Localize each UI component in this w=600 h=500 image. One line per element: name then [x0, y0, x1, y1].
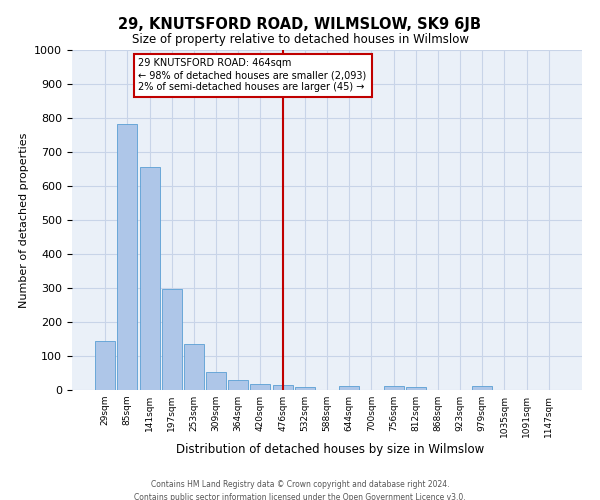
Text: Contains public sector information licensed under the Open Government Licence v3: Contains public sector information licen…	[134, 492, 466, 500]
Bar	[95, 342, 115, 390]
Bar	[184, 344, 204, 390]
Bar	[295, 388, 315, 390]
Text: Size of property relative to detached houses in Wilmslow: Size of property relative to detached ho…	[131, 32, 469, 46]
Bar	[383, 386, 404, 390]
Text: Distribution of detached houses by size in Wilmslow: Distribution of detached houses by size …	[176, 442, 484, 456]
Bar	[472, 386, 492, 390]
Bar	[162, 290, 182, 390]
Bar	[206, 372, 226, 390]
Bar	[339, 386, 359, 390]
Bar	[228, 380, 248, 390]
Bar	[272, 385, 293, 390]
Bar	[250, 384, 271, 390]
Bar	[118, 124, 137, 390]
Text: 29 KNUTSFORD ROAD: 464sqm
← 98% of detached houses are smaller (2,093)
2% of sem: 29 KNUTSFORD ROAD: 464sqm ← 98% of detac…	[139, 58, 367, 92]
Bar	[140, 166, 160, 390]
Text: 29, KNUTSFORD ROAD, WILMSLOW, SK9 6JB: 29, KNUTSFORD ROAD, WILMSLOW, SK9 6JB	[119, 18, 482, 32]
Bar	[406, 388, 426, 390]
Y-axis label: Number of detached properties: Number of detached properties	[19, 132, 29, 308]
Text: Contains HM Land Registry data © Crown copyright and database right 2024.: Contains HM Land Registry data © Crown c…	[151, 480, 449, 489]
